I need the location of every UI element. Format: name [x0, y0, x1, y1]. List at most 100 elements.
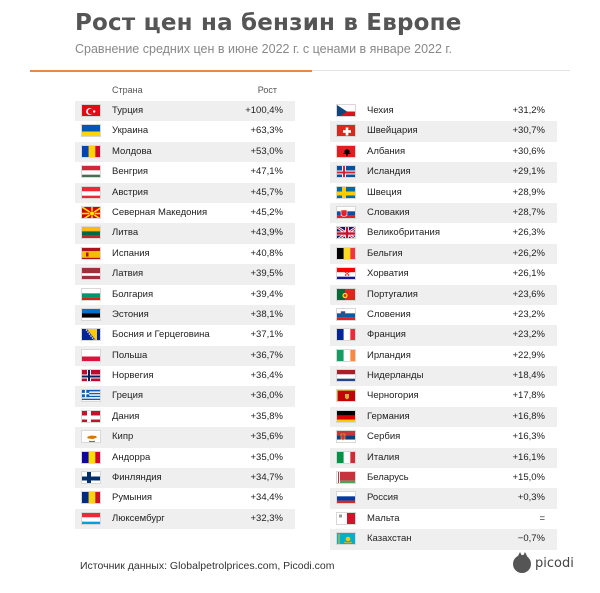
growth-value: +39,5% [250, 268, 284, 280]
country-name: Швейцария [367, 125, 418, 137]
table-row: Люксембург +32,3% [75, 508, 295, 530]
flag-icon [336, 511, 356, 525]
growth-value: +23,2% [512, 329, 546, 341]
country-name: Словакия [367, 206, 410, 218]
growth-value: +38,1% [250, 308, 284, 320]
table-row: Россия +0,3% [330, 488, 557, 509]
flag-icon [81, 389, 101, 403]
country-name: Бельгия [367, 247, 403, 259]
growth-value: +17,8% [512, 390, 546, 402]
column-header-growth: Рост [257, 85, 277, 95]
picodi-logo: picodi [513, 552, 575, 577]
table-row: Нидерланды +18,4% [330, 366, 557, 387]
table-row: Беларусь +15,0% [330, 468, 557, 488]
country-name: Литва [112, 227, 139, 239]
table-row: Сербия +16,3% [330, 427, 557, 447]
growth-value: +36,0% [250, 390, 284, 402]
growth-value: +34,7% [250, 472, 284, 484]
country-name: Латвия [112, 268, 144, 280]
flag-icon [81, 511, 101, 525]
flag-icon [336, 471, 356, 485]
flag-icon [336, 205, 356, 219]
table-row: Польша +36,7% [75, 345, 295, 367]
flag-icon [81, 369, 101, 383]
country-name: Румыния [112, 492, 153, 504]
country-name: Польша [112, 349, 148, 361]
growth-value: +30,7% [512, 125, 546, 137]
country-name: Нидерланды [367, 370, 424, 382]
flag-icon [81, 430, 101, 444]
flag-icon [81, 409, 101, 423]
growth-value: +36,4% [250, 370, 284, 382]
country-name: Венгрия [112, 166, 149, 178]
growth-value: +32,3% [250, 512, 284, 524]
growth-value: +43,9% [250, 227, 284, 239]
growth-value: −0,7% [517, 533, 545, 545]
table-row: Эстония +38,1% [75, 304, 295, 326]
flag-icon [81, 165, 101, 179]
table-row: Италия +16,1% [330, 447, 557, 469]
table-row: Швейцария +30,7% [330, 121, 557, 142]
country-name: Чехия [367, 105, 394, 116]
flag-icon [336, 328, 356, 342]
table-row: Румыния +34,4% [75, 488, 295, 508]
table-right-rows: Чехия +31,2% Швейцария +30,7% Албания +30,6% И… [330, 101, 557, 550]
growth-value: +53,0% [250, 145, 284, 157]
table-row: Венгрия +47,1% [75, 162, 295, 182]
flag-icon [336, 185, 356, 199]
flag-icon [81, 124, 101, 138]
table-row: Мальта = [330, 509, 557, 529]
flag-icon [336, 267, 356, 281]
table-row: Франция +23,2% [330, 325, 557, 346]
table-header: Страна Рост [75, 81, 295, 101]
logo-text: picodi [535, 556, 574, 571]
flag-icon [336, 104, 356, 117]
flag-icon [336, 430, 356, 444]
flag-icon [336, 226, 356, 240]
growth-value: +35,6% [250, 431, 284, 443]
growth-value: +26,2% [512, 247, 546, 259]
growth-value: +28,7% [512, 206, 546, 218]
growth-value: +26,3% [512, 227, 546, 239]
table-row: Молдова +53,0% [75, 141, 295, 163]
growth-value: +15,0% [512, 472, 546, 484]
country-name: Казахстан [367, 533, 412, 545]
flag-icon [81, 205, 101, 219]
country-name: Турция [112, 105, 144, 116]
flag-icon [81, 287, 101, 301]
country-name: Черногория [367, 390, 419, 402]
growth-value: +28,9% [512, 186, 546, 198]
table-row: Казахстан −0,7% [330, 529, 557, 550]
country-name: Болгария [112, 288, 154, 300]
country-name: Люксембург [112, 512, 165, 524]
country-name: Мальта [367, 512, 400, 524]
flag-icon [81, 307, 101, 321]
table-row: Словения +23,2% [330, 305, 557, 325]
table-row: Латвия +39,5% [75, 264, 295, 285]
page-title: Рост цен на бензин в Европе [75, 10, 462, 36]
country-name: Босния и Герцеговина [112, 329, 210, 341]
country-name: Дания [112, 410, 140, 422]
growth-value: +23,2% [512, 308, 546, 320]
growth-value: +16,1% [512, 451, 546, 463]
flag-icon [336, 532, 356, 546]
flag-icon [336, 307, 356, 321]
table-row: Норвегия +36,4% [75, 366, 295, 386]
growth-value: +16,8% [512, 410, 546, 422]
flag-icon [336, 450, 356, 464]
growth-value: +30,6% [512, 145, 546, 157]
growth-value: = [539, 512, 545, 524]
flag-icon [336, 144, 356, 158]
table-row: Албания +30,6% [330, 142, 557, 162]
table-header-right [330, 81, 557, 101]
country-name: Россия [367, 492, 399, 504]
cat-icon [513, 552, 531, 573]
header-divider [312, 70, 570, 71]
flag-icon [81, 491, 101, 505]
flag-icon [336, 124, 356, 138]
table-left-rows: Турция +100,4% Украина +63,3% Молдова +53,0% В… [75, 101, 295, 530]
country-name: Кипр [112, 431, 134, 443]
country-name: Украина [112, 125, 149, 137]
growth-value: +100,4% [245, 105, 283, 116]
flag-icon [81, 104, 101, 117]
